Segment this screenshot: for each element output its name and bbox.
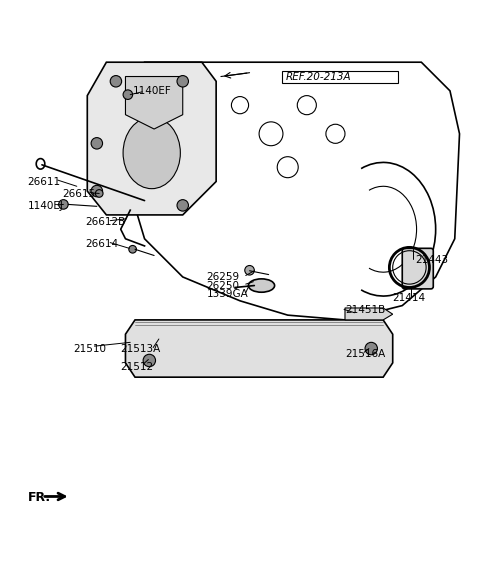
Circle shape xyxy=(59,199,68,209)
Ellipse shape xyxy=(123,117,180,189)
Circle shape xyxy=(91,185,103,197)
Text: 26611: 26611 xyxy=(28,176,61,186)
Circle shape xyxy=(96,190,103,197)
Text: 21512: 21512 xyxy=(120,362,154,372)
Text: 21443: 21443 xyxy=(416,255,449,265)
Circle shape xyxy=(177,199,189,211)
Text: 26259: 26259 xyxy=(206,272,240,282)
Text: 21510: 21510 xyxy=(73,344,106,355)
Circle shape xyxy=(245,265,254,275)
Circle shape xyxy=(123,90,132,100)
Polygon shape xyxy=(345,308,393,320)
Polygon shape xyxy=(87,62,216,215)
Text: 1140EJ: 1140EJ xyxy=(28,201,63,211)
Text: 21451B: 21451B xyxy=(345,305,385,315)
Text: 21516A: 21516A xyxy=(345,350,385,359)
Ellipse shape xyxy=(248,279,275,292)
Circle shape xyxy=(91,138,103,149)
Text: 21513A: 21513A xyxy=(120,344,161,355)
Circle shape xyxy=(143,354,156,367)
Text: 26615: 26615 xyxy=(62,190,96,199)
Text: 26250: 26250 xyxy=(206,281,240,291)
Text: 21414: 21414 xyxy=(393,293,426,304)
Text: 1140EF: 1140EF xyxy=(132,86,171,96)
Circle shape xyxy=(110,76,121,87)
Text: 26612B: 26612B xyxy=(85,217,125,227)
Polygon shape xyxy=(125,77,183,129)
Text: 26614: 26614 xyxy=(85,238,118,249)
Polygon shape xyxy=(125,320,393,377)
Circle shape xyxy=(129,245,136,253)
Circle shape xyxy=(177,76,189,87)
Text: REF.20-213A: REF.20-213A xyxy=(285,72,351,83)
Text: 1339GA: 1339GA xyxy=(206,289,248,299)
Text: FR.: FR. xyxy=(28,491,51,504)
Circle shape xyxy=(365,342,377,355)
FancyBboxPatch shape xyxy=(402,248,433,289)
